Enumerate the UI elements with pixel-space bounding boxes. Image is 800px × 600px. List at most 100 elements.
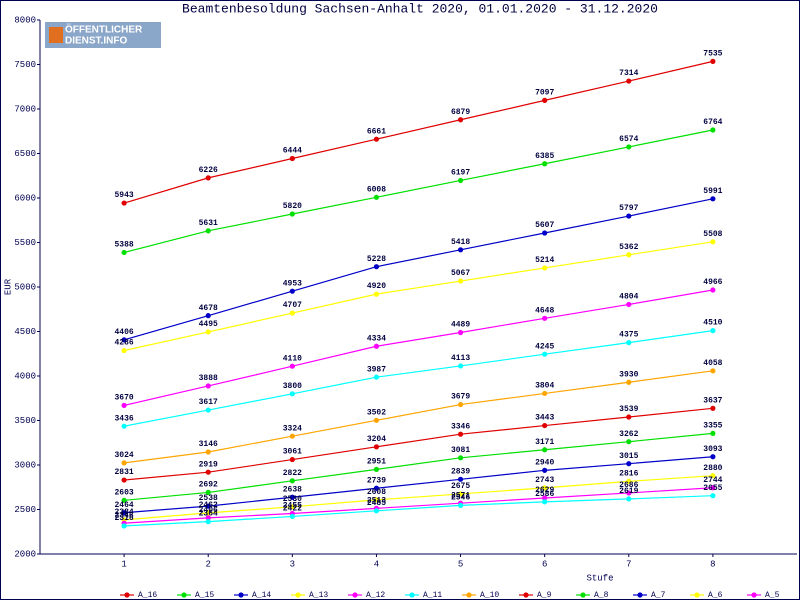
value-label: 3171 [535,438,554,447]
value-label: 5362 [619,243,638,252]
x-tick-label: 8 [710,559,715,569]
point [289,478,295,484]
value-label: 4648 [535,306,554,315]
legend-marker [751,592,757,598]
legend-label: A_11 [423,591,442,600]
value-label: 7535 [703,49,722,58]
point [710,485,716,491]
point [373,264,380,270]
point [710,368,716,374]
value-label: 5508 [703,230,722,239]
point [205,175,211,181]
y-tick-label: 3500 [14,416,36,426]
point [626,379,632,385]
point [710,196,716,202]
point [373,508,380,514]
y-tick-label: 6500 [14,149,36,159]
point [121,337,127,343]
point [289,155,295,162]
legend-label: A_8 [594,591,609,600]
point [457,329,464,336]
value-label: 3443 [535,414,554,423]
point [710,405,716,411]
value-label: 5991 [703,187,722,196]
x-tick-label: 7 [626,559,631,569]
point [626,213,632,219]
value-label: 2316 [115,514,134,523]
value-label: 2744 [703,476,722,485]
value-label: 2739 [367,476,386,485]
point [205,489,211,496]
value-label: 5418 [451,238,470,247]
point [542,485,548,491]
point [626,340,632,346]
point [373,374,380,380]
point [710,493,716,499]
value-label: 3637 [703,396,722,405]
point [373,466,380,472]
series-line [123,60,714,204]
value-label: 4406 [115,328,134,337]
series-line [124,370,713,464]
value-label: 5797 [619,204,638,213]
value-label: 6574 [619,135,638,144]
point [289,363,295,369]
value-label: 2951 [367,457,386,466]
series-line [124,495,713,527]
value-label: 2530 [283,495,302,504]
point [289,494,295,500]
point [205,515,211,521]
value-label: 3204 [367,435,386,444]
value-label: 2675 [451,482,470,491]
value-label: 2586 [535,490,554,499]
value-label: 4375 [619,331,638,340]
legend-marker [637,592,643,598]
value-label: 2346 [115,511,134,520]
value-label: 3081 [451,446,470,455]
value-label: 3093 [703,445,722,454]
point [121,477,127,483]
point [373,417,380,423]
y-tick-label: 4500 [14,327,36,337]
series-line [124,407,713,481]
x-tick-label: 4 [374,559,379,569]
point [542,499,548,505]
point [121,523,127,529]
point [205,407,211,413]
value-label: 2603 [115,488,134,497]
x-axis-label: Stufe [586,573,613,583]
y-tick-label: 8000 [14,15,36,25]
value-label: 3355 [703,422,722,431]
y-tick-label: 2000 [14,549,36,559]
legend-marker [124,592,130,598]
legend-marker [409,592,415,598]
point [457,117,464,123]
y-tick-label: 5000 [14,282,36,292]
value-label: 4495 [199,320,218,329]
point [289,433,295,439]
value-label: 3061 [283,448,302,457]
point [710,473,716,479]
value-label: 2608 [367,488,386,497]
legend-marker [580,592,586,598]
value-label: 4678 [199,304,218,313]
value-label: 2638 [283,485,302,494]
value-label: 2406 [199,506,218,515]
value-label: 2919 [199,460,218,469]
series-line [123,129,714,254]
value-label: 2940 [535,458,554,467]
value-label: 3502 [367,408,386,417]
value-label: 6008 [367,185,386,194]
value-label: 3015 [619,452,638,461]
logo-icon [49,27,63,43]
value-label: 3146 [199,440,218,449]
x-tick-label: 6 [542,559,547,569]
point [289,310,295,316]
value-label: 2485 [367,499,386,508]
value-label: 2455 [283,502,302,511]
value-label: 3436 [115,414,134,423]
point [289,391,295,397]
point [373,485,380,491]
value-label: 2655 [703,484,722,493]
point [542,422,548,429]
